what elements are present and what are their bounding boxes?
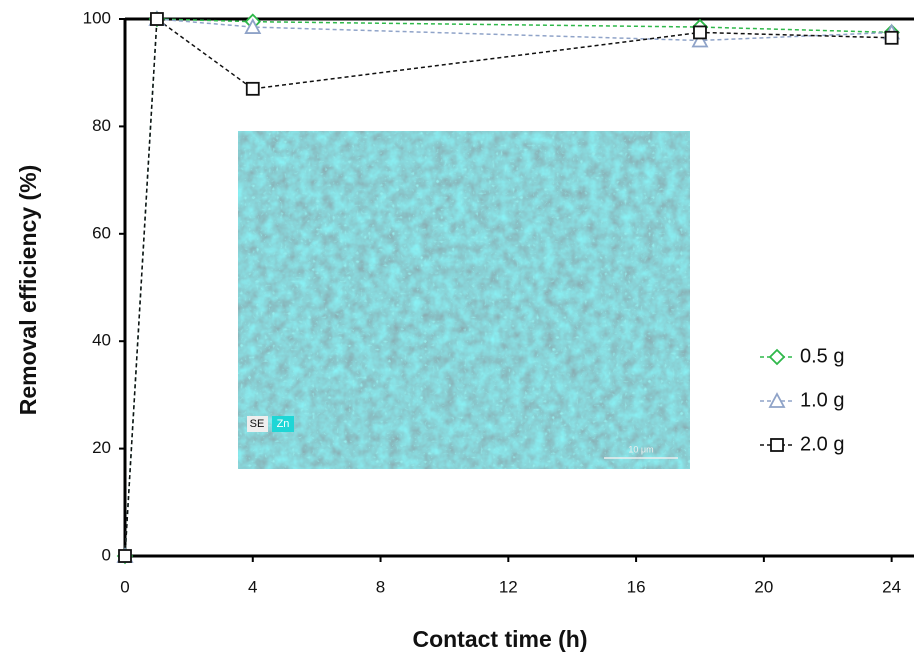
y-tick-label: 100 bbox=[83, 8, 111, 27]
marker bbox=[245, 81, 260, 96]
inset-image: SE Zn 10 μm bbox=[238, 131, 690, 469]
marker bbox=[691, 31, 709, 48]
legend-marker bbox=[770, 438, 784, 452]
x-tick-label: 0 bbox=[120, 577, 129, 596]
y-tick-label: 80 bbox=[92, 116, 111, 135]
marker bbox=[150, 12, 164, 26]
x-tick-label: 24 bbox=[882, 577, 901, 596]
inset-tag-box bbox=[272, 416, 294, 432]
scale-bar-label: 10 μm bbox=[628, 444, 653, 454]
legend-marker bbox=[768, 348, 786, 366]
x-axis-title: Contact time (h) bbox=[412, 626, 587, 652]
y-tick-label: 0 bbox=[102, 545, 111, 564]
marker bbox=[884, 30, 899, 45]
inset-tag-box bbox=[247, 416, 268, 432]
marker bbox=[244, 18, 262, 34]
inset-tag: SE bbox=[250, 418, 265, 430]
x-tick-label: 8 bbox=[376, 577, 385, 596]
y-axis-title: Removal efficiency (%) bbox=[15, 165, 41, 416]
legend-label: 0.5 g bbox=[800, 345, 844, 367]
marker bbox=[118, 549, 132, 563]
inset-dots bbox=[238, 131, 690, 469]
x-tick-label: 20 bbox=[754, 577, 773, 596]
y-tick-label: 40 bbox=[92, 331, 111, 350]
x-tick-label: 16 bbox=[627, 577, 646, 596]
y-tick-label: 60 bbox=[92, 223, 111, 242]
x-tick-label: 4 bbox=[248, 577, 257, 596]
legend-label: 2.0 g bbox=[800, 433, 844, 455]
legend-marker bbox=[768, 392, 786, 408]
inset-tag: Zn bbox=[277, 418, 290, 430]
x-tick-label: 12 bbox=[499, 577, 518, 596]
marker bbox=[693, 25, 707, 40]
series-line bbox=[124, 17, 892, 557]
y-tick-label: 20 bbox=[92, 438, 111, 457]
legend-label: 1.0 g bbox=[800, 389, 844, 411]
